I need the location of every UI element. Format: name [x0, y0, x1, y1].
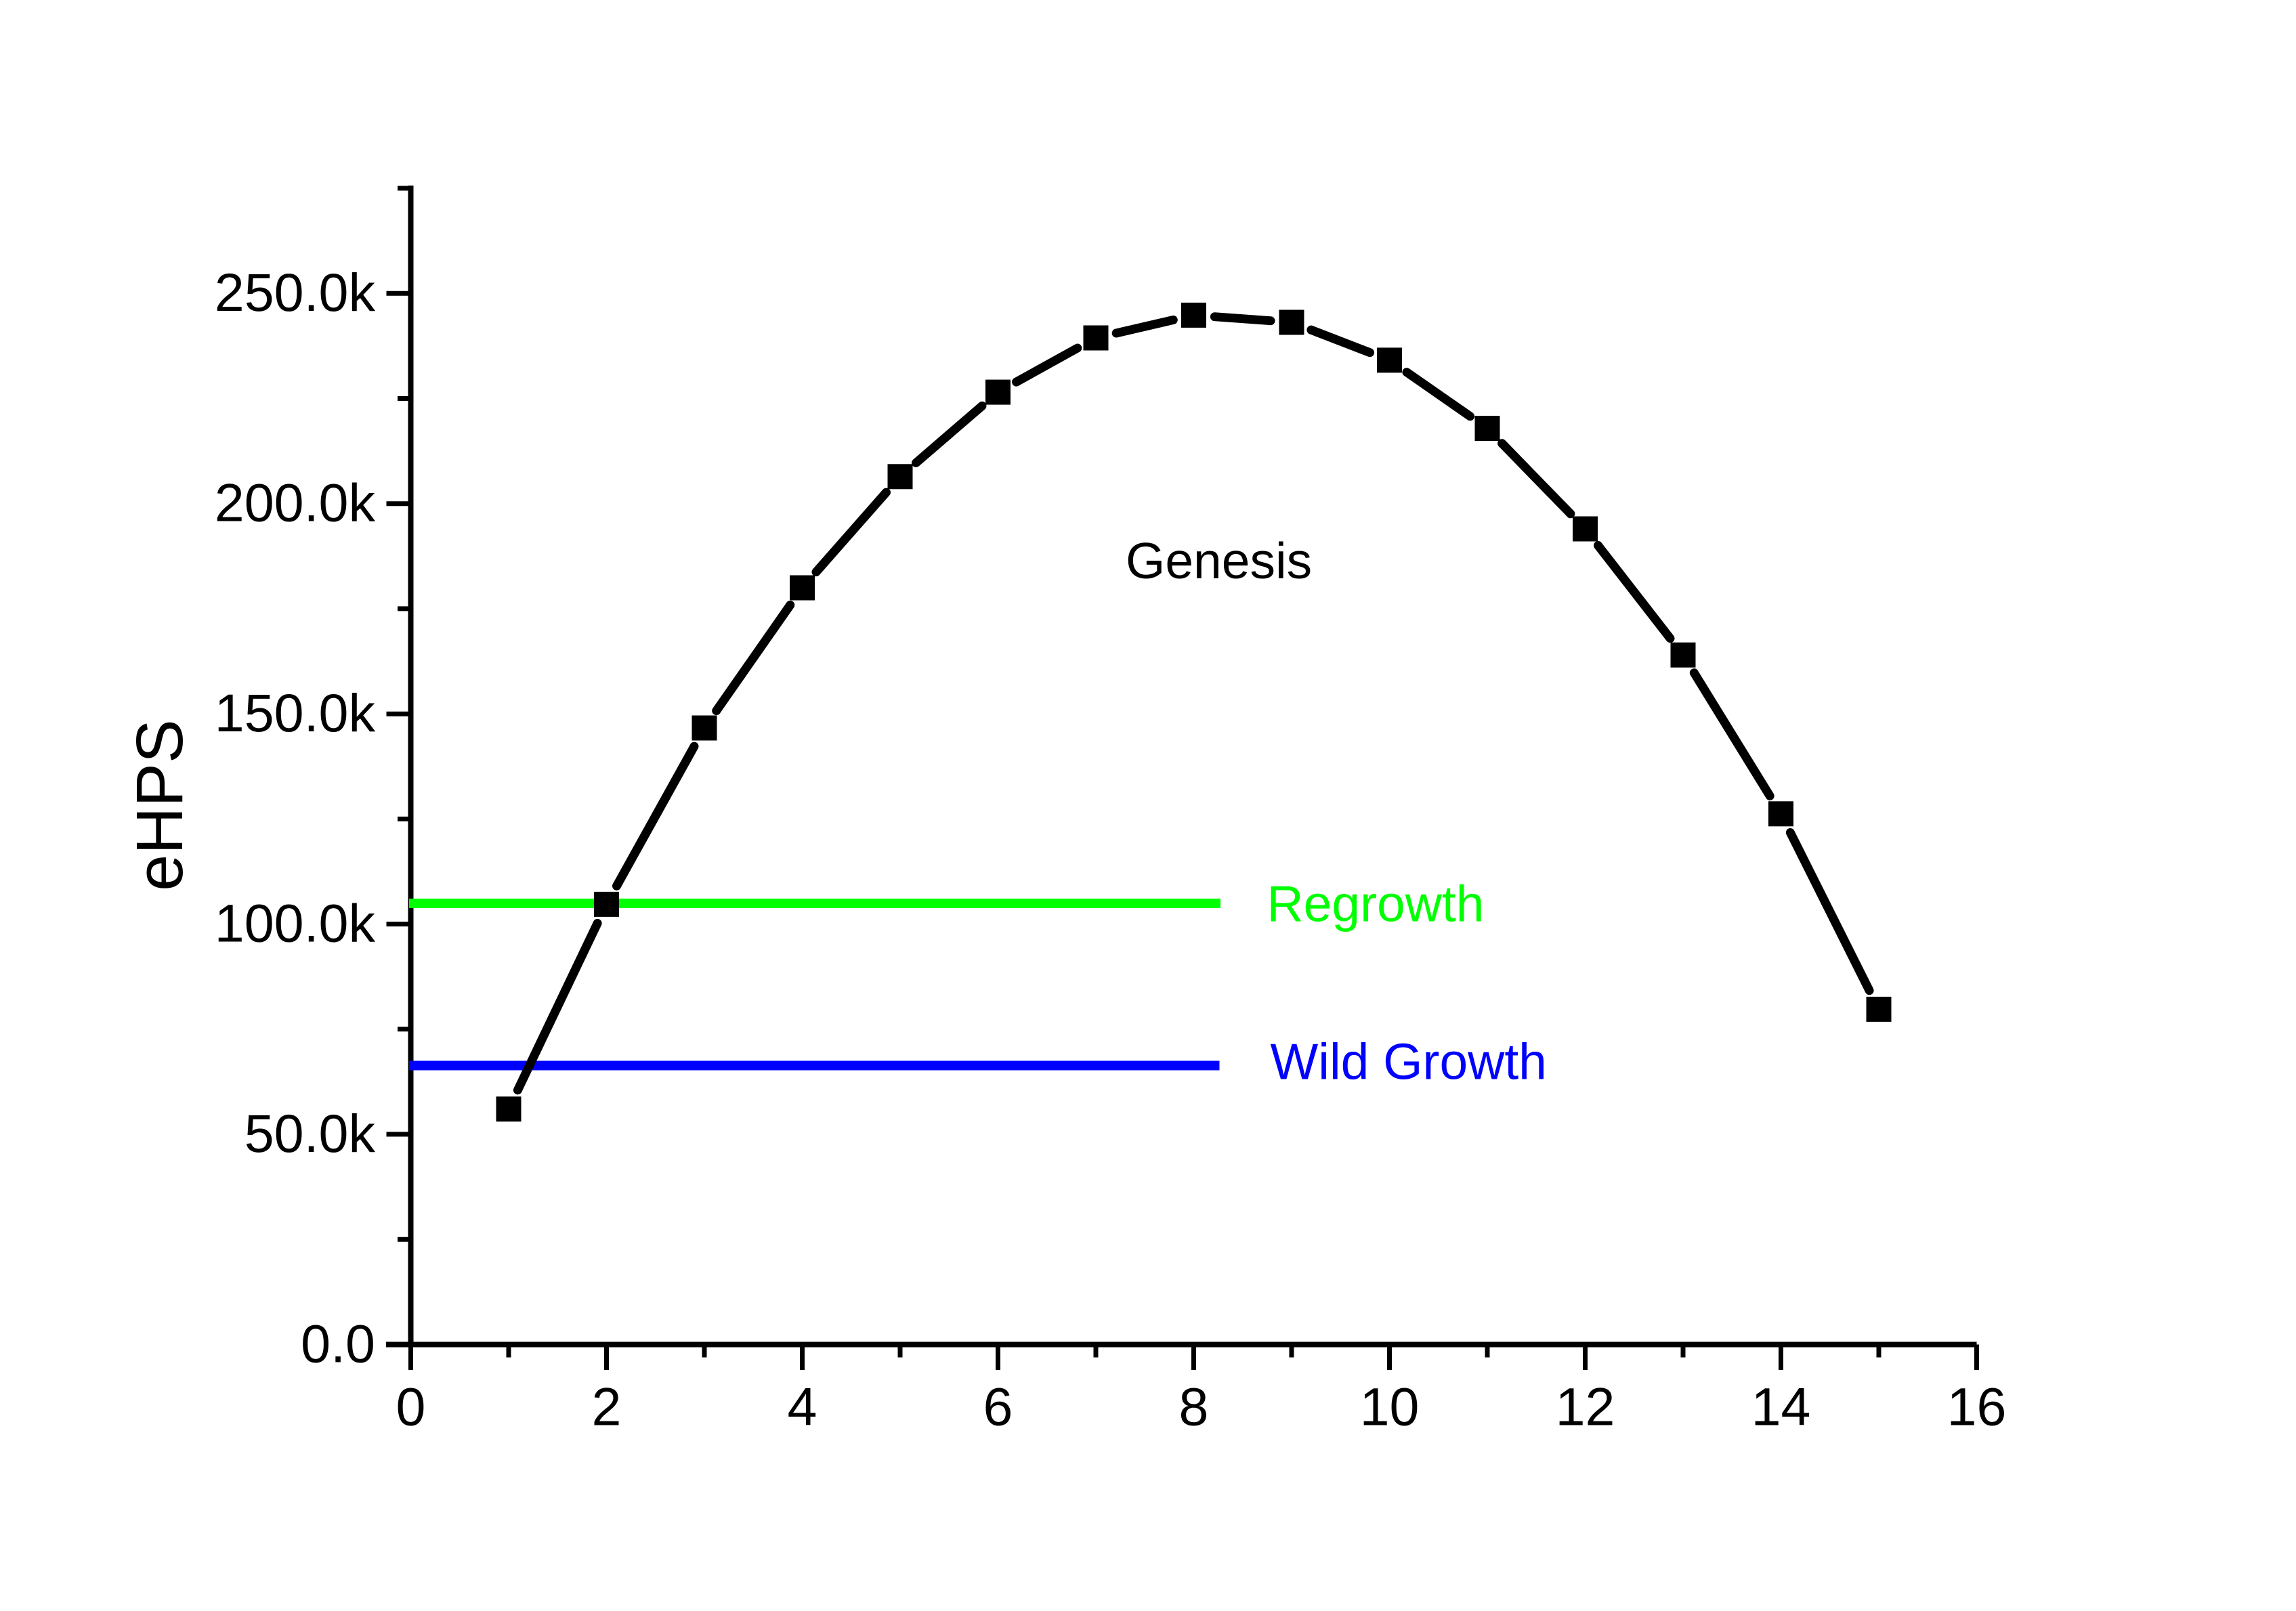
svg-text:200.0k: 200.0k [215, 473, 376, 533]
svg-text:eHPS: eHPS [123, 719, 196, 890]
svg-text:6: 6 [983, 1377, 1013, 1437]
svg-text:0: 0 [396, 1377, 426, 1437]
svg-text:Genesis: Genesis [1126, 532, 1312, 589]
svg-text:16: 16 [1947, 1377, 2007, 1437]
svg-text:Regrowth: Regrowth [1267, 876, 1485, 932]
svg-text:8: 8 [1179, 1377, 1209, 1437]
svg-text:100.0k: 100.0k [215, 893, 376, 953]
svg-text:12: 12 [1556, 1377, 1615, 1437]
svg-text:50.0k: 50.0k [245, 1103, 376, 1163]
svg-text:Wild Growth: Wild Growth [1271, 1033, 1547, 1090]
svg-text:250.0k: 250.0k [215, 262, 376, 322]
svg-text:2: 2 [592, 1377, 622, 1437]
svg-text:150.0k: 150.0k [215, 683, 376, 743]
svg-text:10: 10 [1360, 1377, 1420, 1437]
svg-text:0.0: 0.0 [301, 1314, 375, 1374]
svg-text:14: 14 [1751, 1377, 1811, 1437]
svg-text:4: 4 [788, 1377, 817, 1437]
